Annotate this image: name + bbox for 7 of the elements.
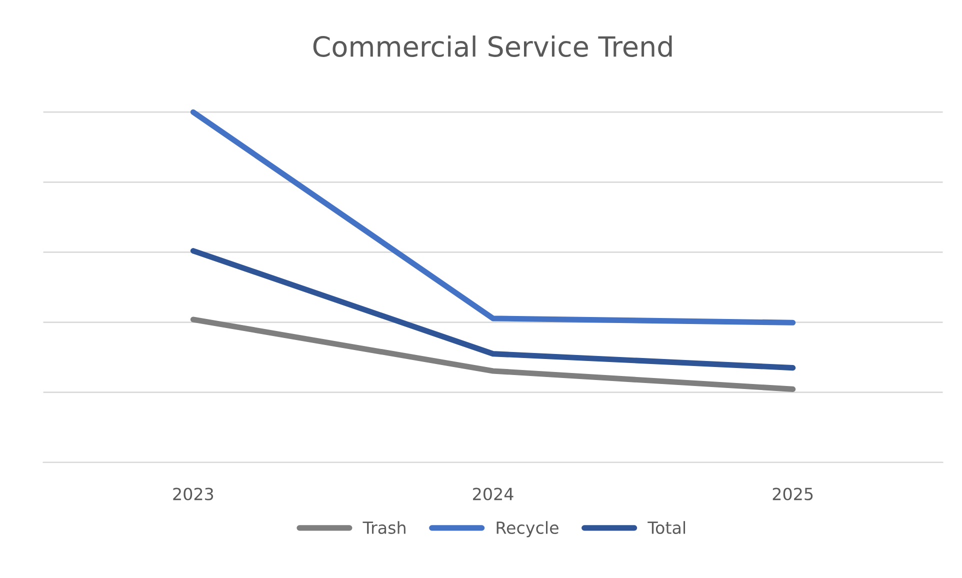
legend-label: Trash bbox=[362, 521, 406, 534]
x-tick-label: 2023 bbox=[173, 488, 214, 500]
legend-label: Total bbox=[648, 521, 686, 534]
x-tick-label: 2025 bbox=[772, 488, 813, 500]
x-tick-label: 2024 bbox=[473, 488, 514, 500]
chart-title: Commercial Service Trend bbox=[313, 35, 672, 57]
legend-label: Recycle bbox=[496, 521, 558, 538]
